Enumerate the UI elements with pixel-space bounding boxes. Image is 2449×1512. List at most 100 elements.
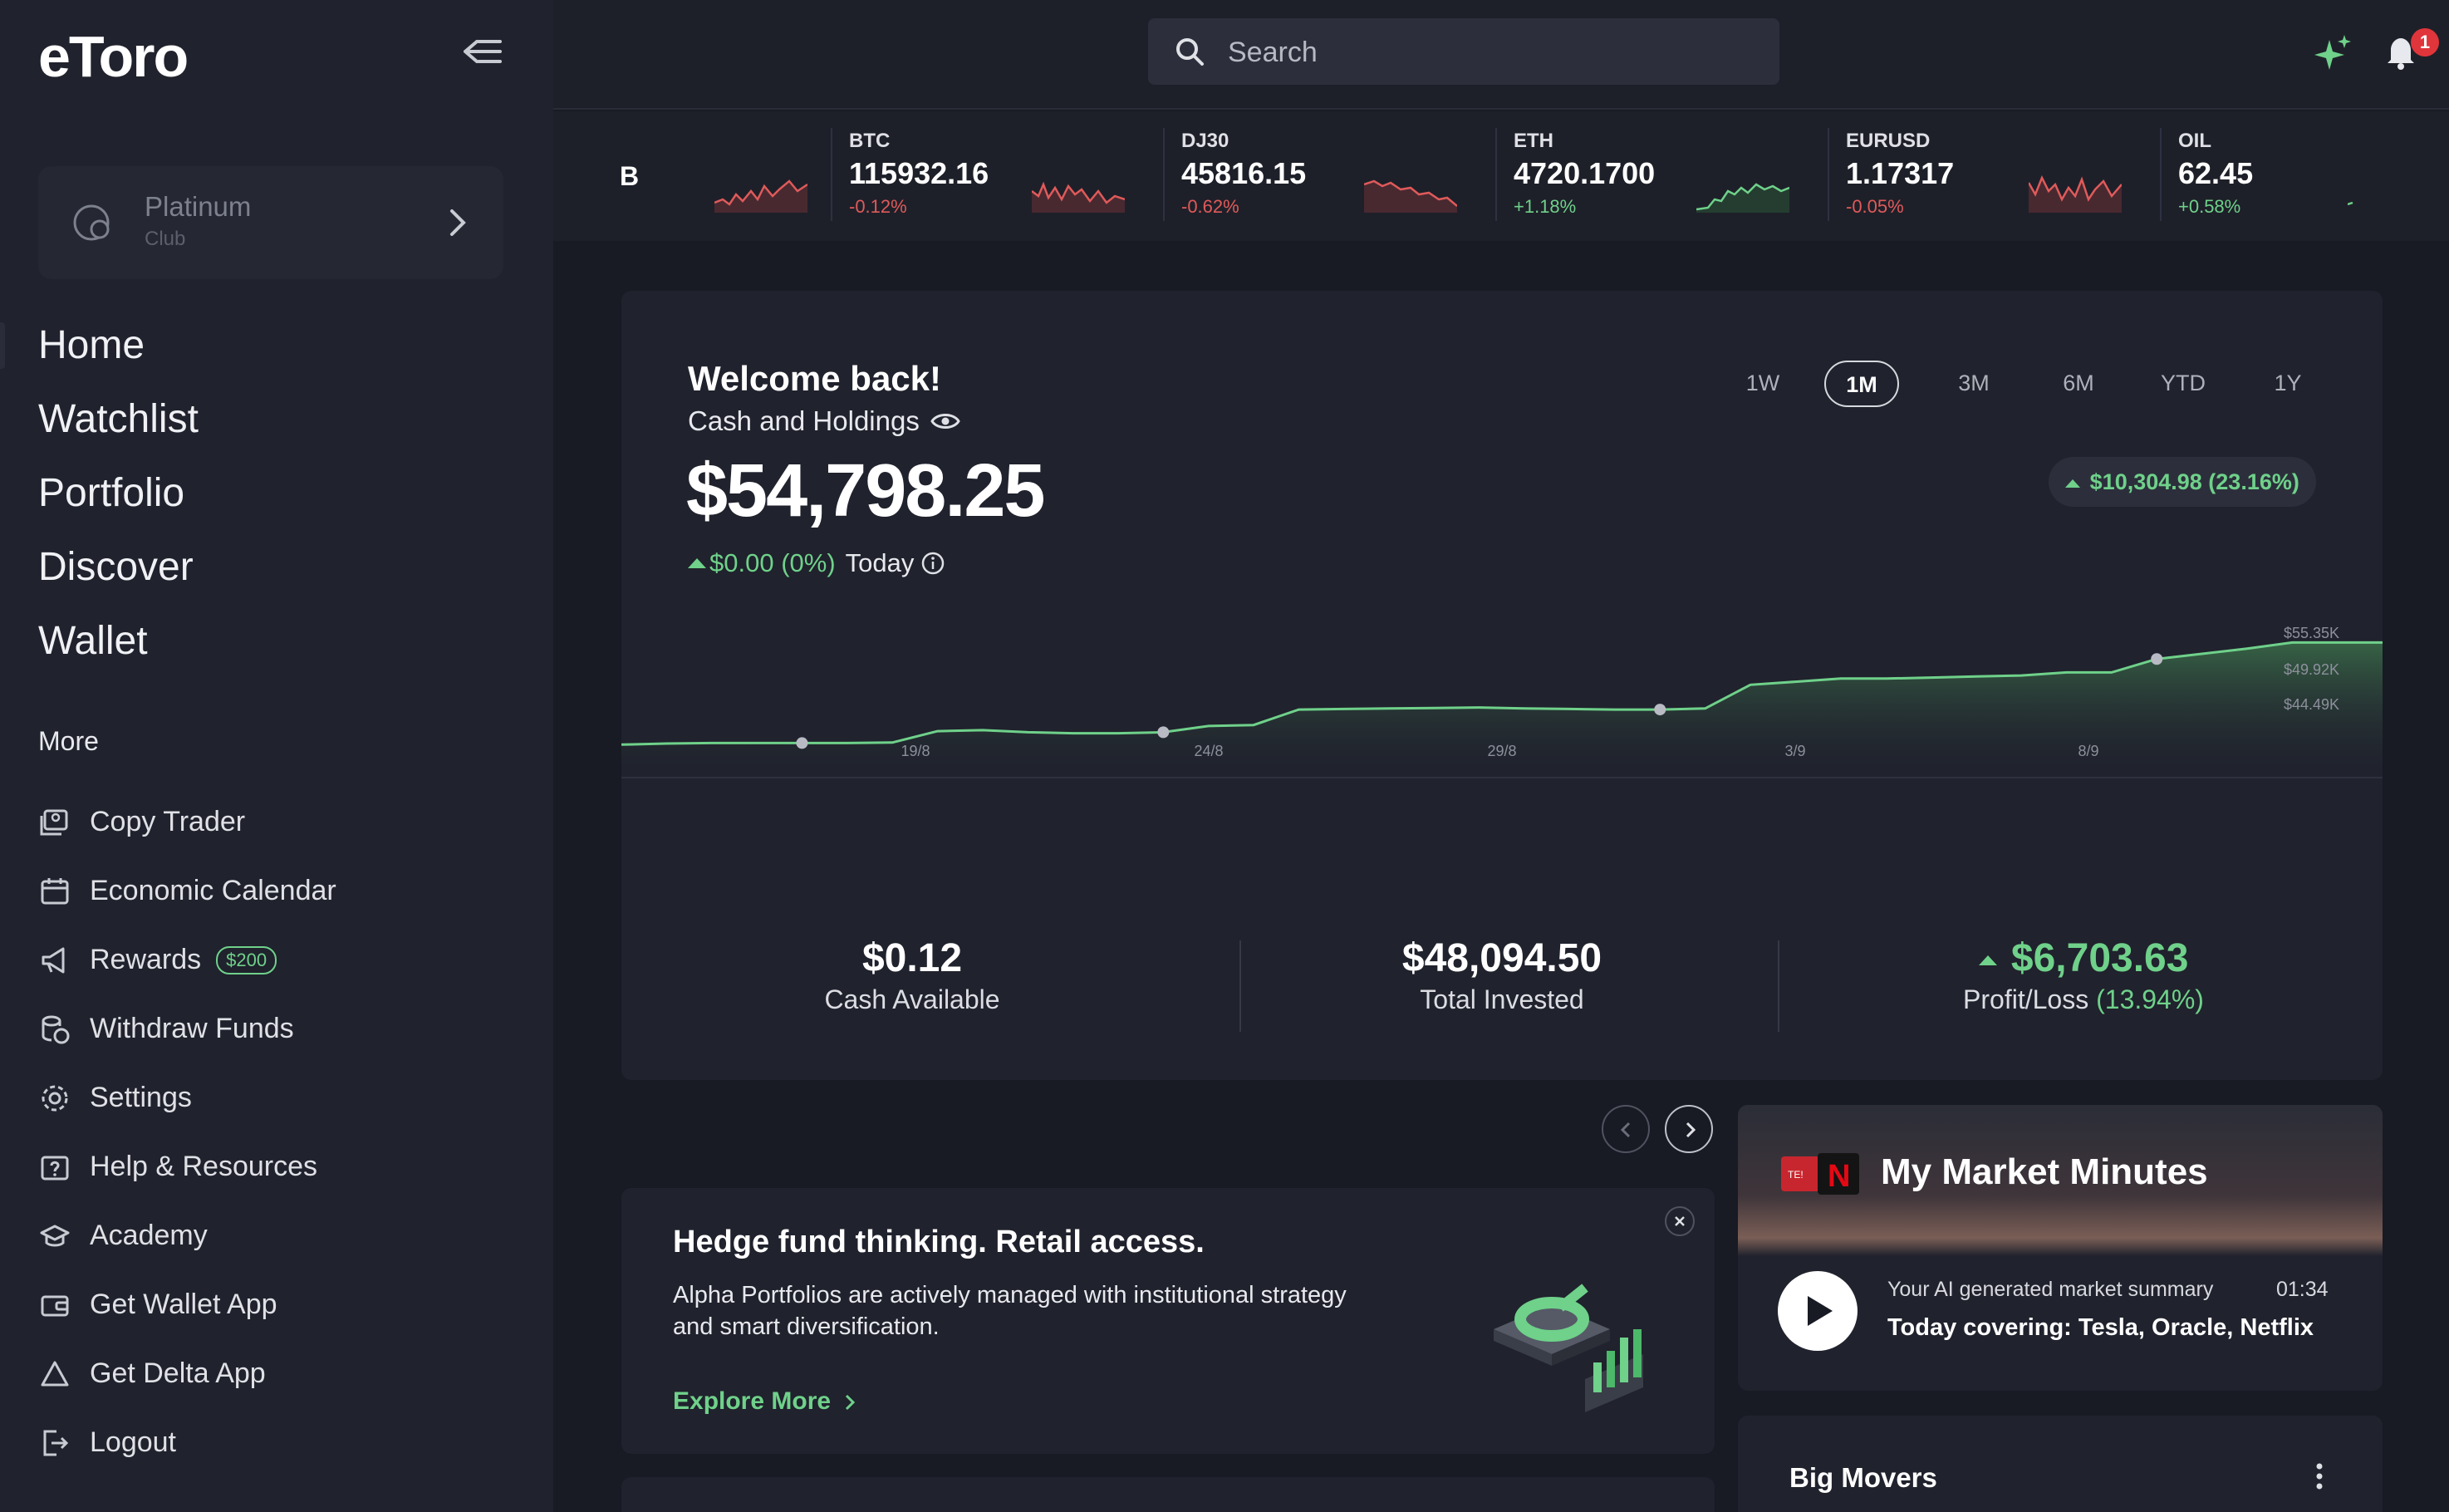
ticker-divider	[2160, 128, 2162, 221]
coins-icon	[42, 1015, 70, 1043]
ticker-price: 4720.1700	[1514, 156, 1656, 190]
range-tab-1w[interactable]: 1W	[1745, 371, 1780, 395]
ticker-sparkline	[1696, 183, 1789, 213]
graduation-cap-icon	[40, 1225, 70, 1246]
nav-item-label: Copy Trader	[90, 806, 246, 837]
market-minutes-card[interactable]: TE! N My Market Minutes Your AI generate…	[1738, 1105, 2383, 1391]
svg-text:N: N	[1828, 1159, 1850, 1194]
ticker-item-eurusd[interactable]: EURUSD 1.17317 -0.05%	[1828, 111, 2160, 241]
notification-bell-icon[interactable]	[2384, 33, 2417, 70]
portfolio-performance-chart[interactable]: $55.35K $49.92K $44.49K 19/8 24/8 29/8 3/9 8/9	[621, 623, 2383, 847]
delta-icon	[41, 1361, 69, 1386]
today-change-row: $0.00 (0%) Today	[688, 548, 945, 578]
nav-item-get-wallet-app[interactable]: Get Wallet App	[38, 1270, 336, 1339]
eye-icon[interactable]	[930, 410, 960, 432]
explore-more-label: Explore More	[673, 1387, 832, 1415]
wallet-icon	[41, 1295, 69, 1316]
top-bar: Search 1	[553, 0, 2449, 110]
more-options-icon[interactable]	[2314, 1462, 2324, 1490]
nav-item-discover[interactable]: Discover	[38, 545, 194, 589]
bottom-card	[621, 1477, 1715, 1512]
promo-title: Hedge fund thinking. Retail access.	[673, 1225, 1205, 1259]
explore-more-link[interactable]: Explore More	[673, 1387, 857, 1416]
chart-x-tick-label: 29/8	[1487, 743, 1516, 759]
close-promo-button[interactable]	[1665, 1206, 1695, 1236]
chevron-right-icon	[846, 1395, 856, 1411]
stat-total-invested: $48,094.50 Total Invested	[1211, 935, 1793, 1015]
ticker-price: 115932.16	[849, 156, 989, 190]
stat-label: Cash Available	[824, 984, 1000, 1014]
play-button[interactable]	[1778, 1271, 1858, 1351]
ticker-change: +0.58%	[2178, 196, 2241, 217]
nav-item-home[interactable]: Home	[38, 323, 145, 367]
company-logos-icon: TE! N	[1781, 1153, 1859, 1195]
range-tab-1y[interactable]: 1Y	[2274, 371, 2302, 395]
chart-y-tick-label: $49.92K	[2284, 661, 2339, 678]
search-input[interactable]: Search	[1148, 18, 1779, 85]
nav-item-portfolio[interactable]: Portfolio	[38, 471, 185, 515]
megaphone-icon	[42, 947, 65, 973]
nav-item-get-delta-app[interactable]: Get Delta App	[38, 1339, 336, 1408]
nav-item-academy[interactable]: Academy	[38, 1201, 336, 1270]
ticker-symbol: EURUSD	[1846, 130, 1931, 152]
club-card[interactable]: Platinum Club	[38, 166, 503, 279]
ticker-symbol: DJ30	[1181, 130, 1229, 152]
up-arrow-icon	[2065, 479, 2081, 488]
nav-item-watchlist[interactable]: Watchlist	[38, 397, 199, 441]
stat-value: $6,703.63	[2010, 936, 2189, 980]
up-arrow-icon	[1978, 955, 1997, 966]
nav-item-label: Logout	[90, 1426, 176, 1458]
chart-point-marker[interactable]	[1157, 726, 1170, 739]
ticker-item-eth[interactable]: ETH 4720.1700 +1.18%	[1495, 111, 1828, 241]
ticker-symbol: BTC	[849, 130, 891, 152]
stat-label: Total Invested	[1420, 984, 1584, 1014]
range-tab-6m[interactable]: 6M	[2063, 371, 2094, 395]
nav-item-logout[interactable]: Logout	[38, 1408, 336, 1477]
carousel-prev-button[interactable]	[1602, 1105, 1650, 1153]
ticker-change: +1.18%	[1514, 196, 1577, 217]
portfolio-balance: $54,798.25	[686, 449, 1045, 533]
nav-item-label: Settings	[90, 1082, 192, 1113]
info-icon[interactable]	[920, 551, 945, 576]
nav-item-withdraw-funds[interactable]: Withdraw Funds	[38, 994, 336, 1063]
chart-area-layer	[621, 641, 2383, 778]
nav-item-wallet[interactable]: Wallet	[38, 619, 148, 663]
chevron-right-icon	[1686, 1122, 1696, 1138]
nav-item-help-resources[interactable]: Help & Resources	[38, 1132, 336, 1201]
nav-item-label: Economic Calendar	[90, 875, 336, 906]
promo-illustration	[1494, 1284, 1643, 1412]
chart-point-marker[interactable]	[1654, 704, 1666, 716]
up-arrow-icon	[688, 558, 706, 568]
rewards-badge: $200	[216, 945, 277, 974]
stat-label-row: Profit/Loss (13.94%)	[1793, 984, 2374, 1015]
nav-item-economic-calendar[interactable]: Economic Calendar	[38, 857, 336, 925]
search-placeholder: Search	[1228, 37, 1318, 68]
range-tab-1m[interactable]: 1M	[1824, 361, 1899, 407]
nav-item-settings[interactable]: Settings	[38, 1063, 336, 1132]
chart-point-marker[interactable]	[796, 737, 808, 749]
ticker-partial-symbol: B	[620, 161, 640, 191]
market-minutes-subtitle: Your AI generated market summary	[1887, 1278, 2214, 1301]
sparkle-ai-icon[interactable]	[2311, 32, 2354, 75]
ticker-item-oil[interactable]: OIL 62.45 +0.58%	[2160, 111, 2449, 241]
period-gain-pill: $10,304.98 (23.16%)	[2049, 457, 2316, 507]
collapse-sidebar-icon[interactable]	[462, 33, 503, 70]
nav-item-copy-trader[interactable]: Copy Trader	[38, 788, 336, 857]
nav-item-rewards[interactable]: Rewards $200	[38, 925, 336, 994]
carousel-next-button[interactable]	[1665, 1105, 1713, 1153]
etoro-logo[interactable]: eToro	[38, 24, 189, 89]
nav-item-label: Get Wallet App	[90, 1289, 277, 1320]
ticker-sparkline	[714, 179, 807, 213]
ticker-item-btc[interactable]: BTC 115932.16 -0.12%	[831, 111, 1163, 241]
nav-item-label: Academy	[90, 1220, 208, 1251]
nav-item-label: Withdraw Funds	[90, 1013, 294, 1044]
chart-marker-layer	[796, 653, 2163, 749]
ticker-item-dj30[interactable]: DJ30 45816.15 -0.62%	[1163, 111, 1495, 241]
chart-y-axis: $55.35K $49.92K $44.49K	[2284, 625, 2339, 713]
calendar-icon	[41, 877, 69, 904]
ticker-divider	[1495, 128, 1497, 221]
range-tab-ytd[interactable]: YTD	[2161, 371, 2206, 395]
range-tab-3m[interactable]: 3M	[1958, 371, 1990, 395]
chart-point-marker[interactable]	[2151, 653, 2163, 665]
ticker-divider	[1828, 128, 1829, 221]
